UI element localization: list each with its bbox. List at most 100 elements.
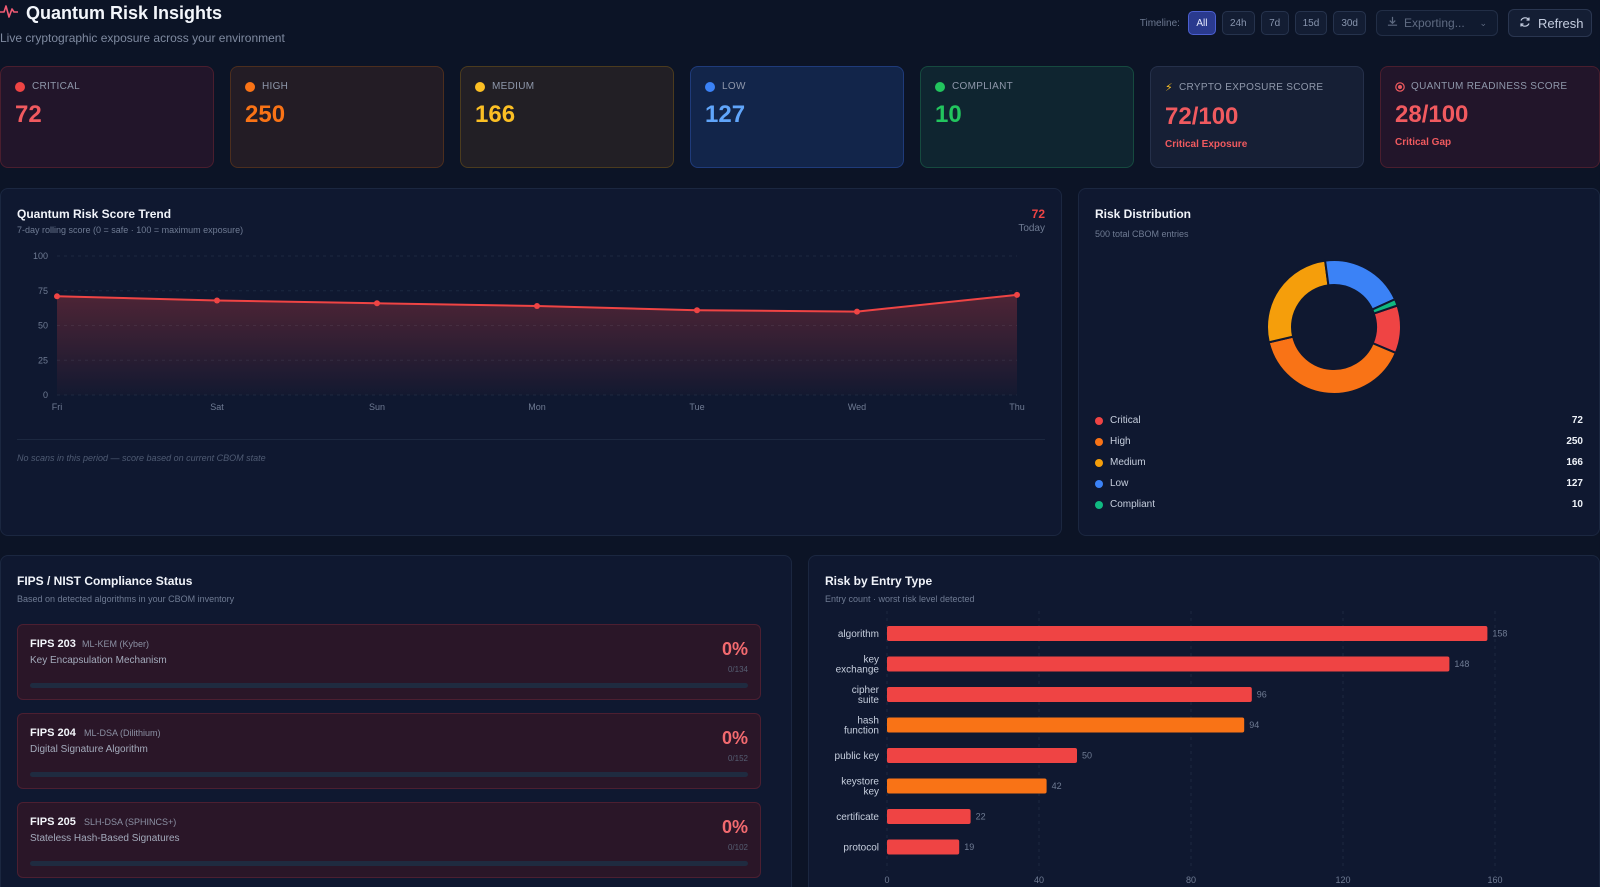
- bar: [887, 778, 1047, 794]
- stat-note: Critical Gap: [1395, 137, 1452, 148]
- export-button[interactable]: Exporting... ⌄: [1376, 10, 1498, 36]
- timeline-24h-button[interactable]: 24h: [1221, 11, 1255, 35]
- x-tick-label: Sat: [210, 402, 224, 412]
- x-tick-label: 40: [1034, 875, 1044, 885]
- stat-label-row: HIGH: [245, 81, 429, 92]
- trend-divider: [17, 439, 1045, 440]
- bar-category-label: cipher suite: [852, 685, 880, 706]
- timeline-15d-button[interactable]: 15d: [1294, 11, 1328, 35]
- stat-card-low[interactable]: LOW 127: [690, 66, 904, 168]
- stat-value: 10: [935, 101, 962, 128]
- stat-label-row: MEDIUM: [475, 81, 659, 92]
- fips-progress-bar: [30, 772, 748, 777]
- bar-category-label: key exchange: [836, 655, 880, 676]
- fips-algo: ML-DSA (Dilithium): [84, 728, 161, 738]
- timeline-all-button[interactable]: All: [1187, 11, 1216, 35]
- stat-card-high[interactable]: HIGH 250: [230, 66, 444, 168]
- refresh-button[interactable]: Refresh: [1508, 9, 1592, 37]
- bar: [887, 748, 1077, 763]
- status-dot-icon: [705, 81, 715, 92]
- status-dot-icon: [245, 81, 255, 92]
- today-value: 72: [1031, 207, 1045, 221]
- y-tick-label: 25: [38, 355, 48, 365]
- trend-point: [54, 293, 60, 300]
- header: Quantum Risk Insights Live cryptographic…: [0, 0, 1600, 60]
- bar-value-label: 158: [1492, 629, 1507, 639]
- today-label: Today: [1018, 223, 1045, 234]
- stat-label: QUANTUM READINESS SCORE: [1411, 81, 1568, 92]
- pulse-icon: [0, 2, 18, 25]
- stat-card-crypto-exposure[interactable]: ⚡ CRYPTO EXPOSURE SCORE 72/100 Critical E…: [1150, 66, 1364, 168]
- stat-label: MEDIUM: [492, 81, 535, 92]
- trend-subtitle: 7-day rolling score (0 = safe · 100 = ma…: [17, 225, 244, 235]
- app-title-row: Quantum Risk Insights: [0, 2, 222, 25]
- legend-label: Critical: [1110, 415, 1141, 426]
- stat-note: Critical Exposure: [1165, 139, 1248, 150]
- stat-value: 72/100: [1165, 103, 1239, 130]
- y-tick-label: 0: [43, 390, 48, 400]
- y-tick-label: 100: [33, 251, 48, 261]
- donut-slice-low: [1323, 259, 1397, 311]
- trend-point: [854, 308, 860, 315]
- fips-title: FIPS / NIST Compliance Status: [17, 574, 193, 588]
- fips-card-204[interactable]: FIPS 204 ML-DSA (Dilithium) Digital Sign…: [17, 713, 761, 789]
- entry-type-title: Risk by Entry Type: [825, 574, 933, 588]
- donut-slice-compliant: [1370, 297, 1399, 315]
- x-tick-label: Fri: [52, 402, 63, 412]
- fips-panel: FIPS / NIST Compliance Status Based on d…: [0, 555, 792, 887]
- legend-item-compliant: Compliant 10: [1095, 499, 1583, 510]
- bar-category-label: keystore key: [841, 777, 879, 798]
- legend-label: Medium: [1110, 457, 1146, 468]
- fips-count: 0/152: [727, 754, 748, 763]
- stat-label-row: COMPLIANT: [935, 81, 1119, 92]
- app-title: Quantum Risk Insights: [26, 3, 223, 23]
- distribution-title: Risk Distribution: [1095, 207, 1192, 221]
- fips-percent: 0%: [721, 728, 748, 748]
- trend-note: No scans in this period — score based on…: [17, 453, 266, 463]
- y-tick-label: 50: [38, 321, 48, 331]
- legend-value: 127: [1566, 478, 1583, 489]
- trend-point: [534, 303, 540, 310]
- trend-today: 72 Today: [1018, 207, 1045, 234]
- entry-type-panel: Risk by Entry Type Entry count · worst r…: [808, 555, 1600, 887]
- legend-dot-icon: [1095, 479, 1103, 488]
- stat-card-critical[interactable]: CRITICAL 72: [0, 66, 214, 168]
- fips-percent: 0%: [721, 817, 748, 837]
- y-tick-label: 75: [38, 286, 48, 296]
- trend-point: [374, 300, 380, 307]
- bar-category-label: hash function: [844, 716, 879, 737]
- stat-value: 250: [245, 101, 286, 128]
- legend-dot-icon: [1095, 416, 1103, 425]
- entry-type-bar-chart: 0 40 80 120 160 algorithm 158 key exchange 148 cip…: [835, 611, 1507, 885]
- legend-item-low: Low 127: [1095, 478, 1583, 489]
- legend-label: High: [1110, 436, 1131, 447]
- bar: [887, 717, 1245, 733]
- fips-card-203[interactable]: FIPS 203 ML-KEM (Kyber) Key Encapsulatio…: [17, 624, 761, 700]
- stat-value: 127: [705, 101, 746, 128]
- trend-area: [57, 294, 1017, 395]
- x-tick-label: Sun: [369, 402, 385, 412]
- bar-value-label: 148: [1454, 659, 1469, 669]
- risk-donut-chart: [1266, 259, 1402, 395]
- legend-dot-icon: [1095, 458, 1103, 467]
- download-icon: [1387, 16, 1398, 30]
- legend-label: Compliant: [1110, 499, 1156, 510]
- timeline-7d-button[interactable]: 7d: [1260, 11, 1289, 35]
- bar-value-label: 19: [964, 842, 974, 852]
- bar: [887, 687, 1252, 702]
- stat-label-row: LOW: [705, 81, 889, 92]
- trend-point: [1014, 291, 1020, 298]
- stat-label-row: QUANTUM READINESS SCORE: [1395, 81, 1585, 92]
- stat-card-compliant[interactable]: COMPLIANT 10: [920, 66, 1134, 168]
- fips-progress-bar: [30, 683, 748, 688]
- stat-card-quantum-readiness[interactable]: QUANTUM READINESS SCORE 28/100 Critical …: [1380, 66, 1600, 168]
- fips-progress-bar: [30, 861, 748, 866]
- x-tick-label: 120: [1335, 875, 1350, 885]
- stat-label: HIGH: [262, 81, 289, 92]
- timeline-label: Timeline:: [1139, 17, 1180, 29]
- stat-value: 28/100: [1395, 101, 1469, 128]
- timeline-30d-button[interactable]: 30d: [1333, 11, 1366, 35]
- stat-value: 166: [475, 101, 516, 128]
- stat-card-medium[interactable]: MEDIUM 166: [460, 66, 674, 168]
- fips-card-205[interactable]: FIPS 205 SLH-DSA (SPHINCS+) Stateless Ha…: [17, 802, 761, 878]
